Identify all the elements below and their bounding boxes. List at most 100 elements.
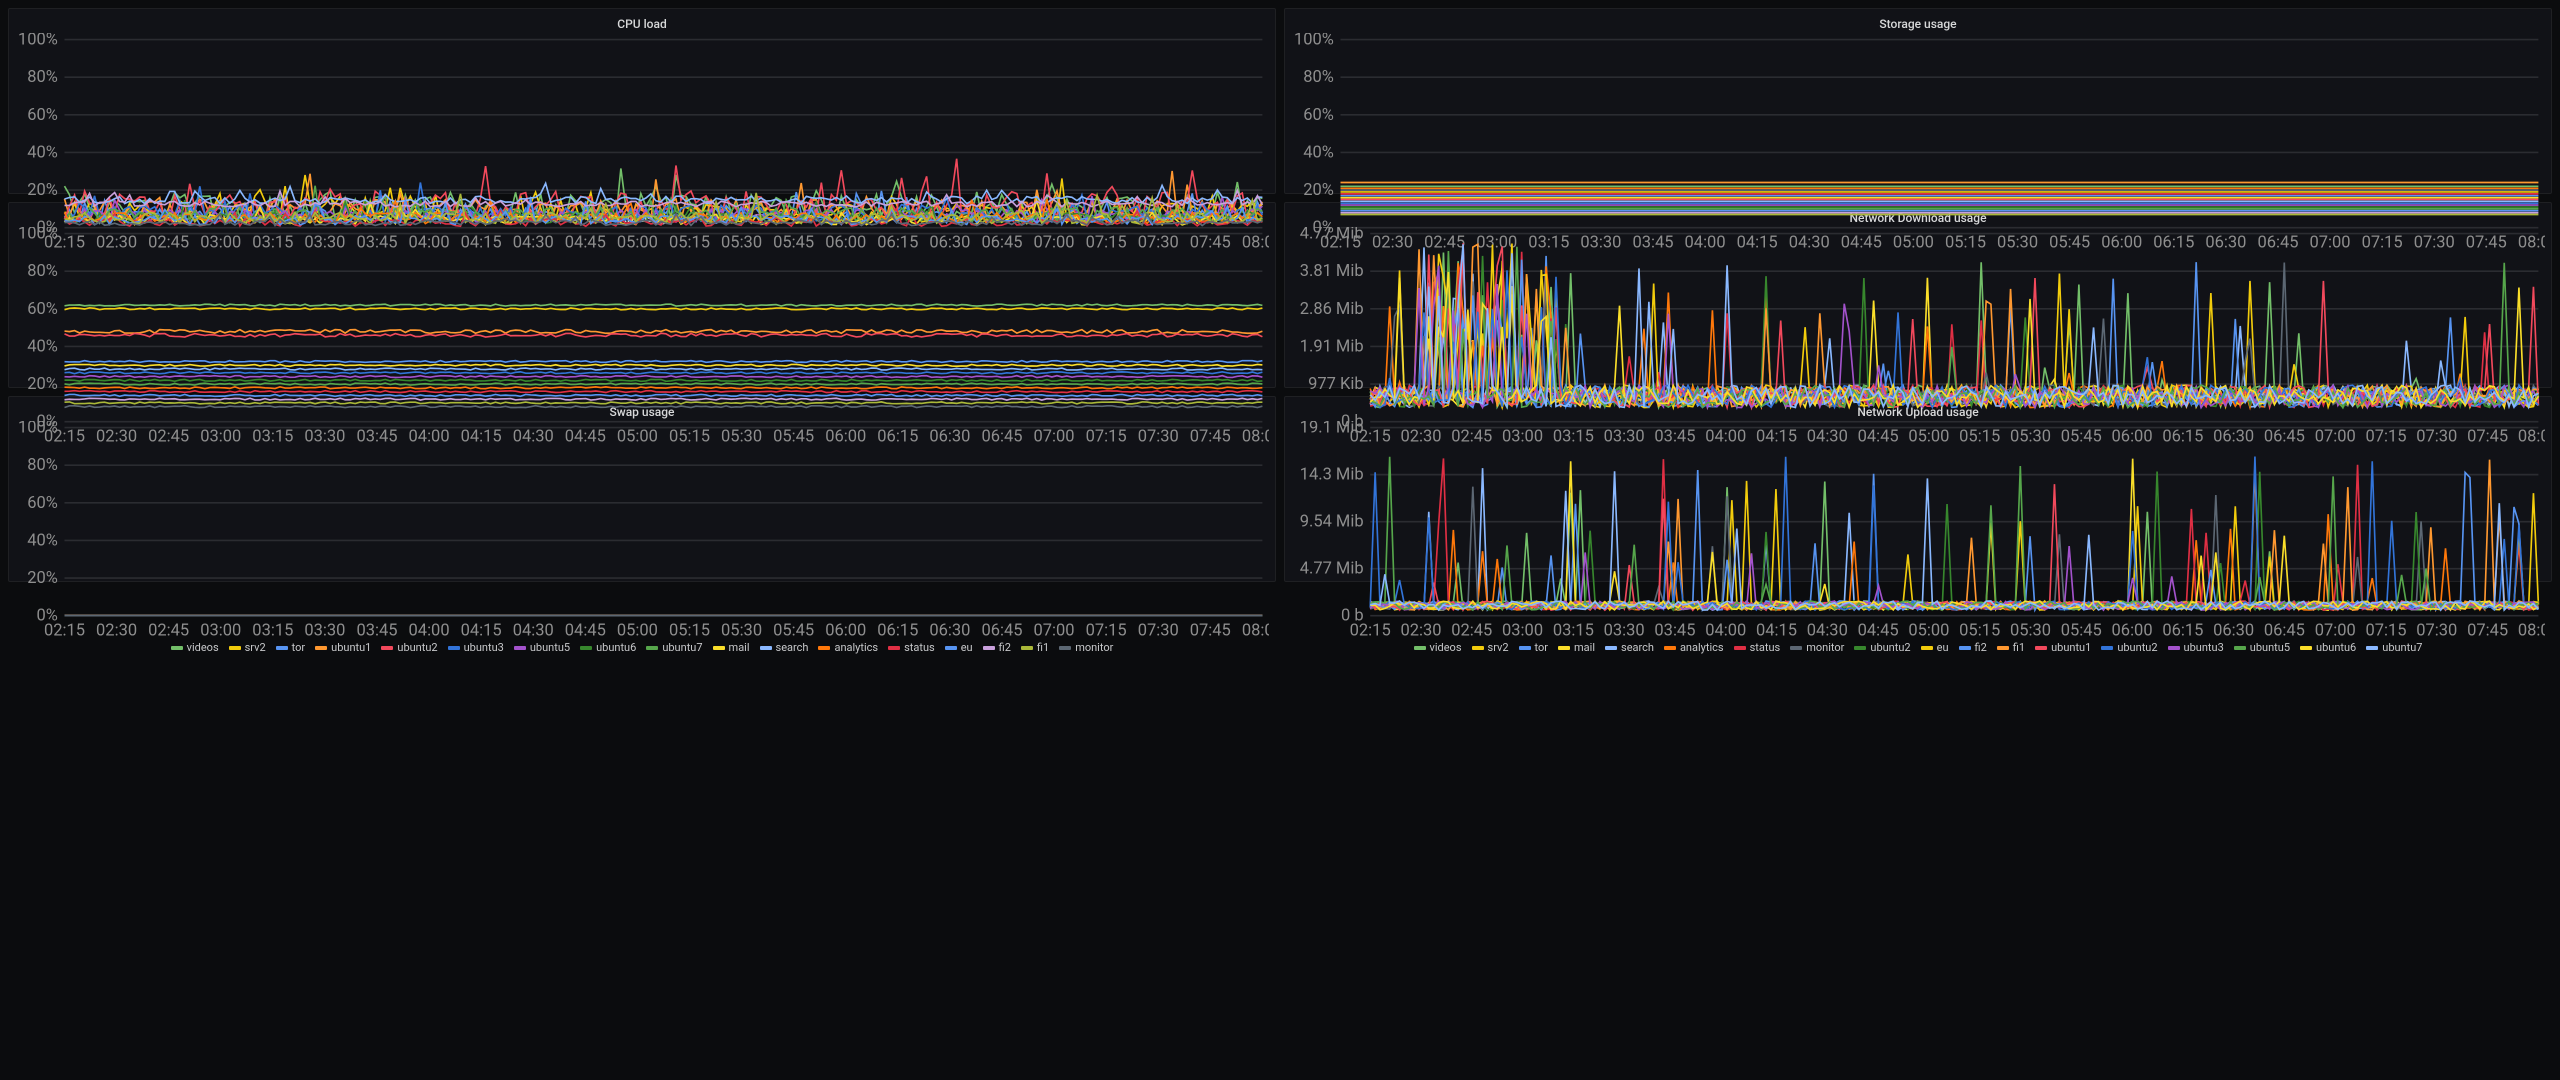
legend-item[interactable]: ubuntu7	[2366, 642, 2422, 654]
x-axis-label: 04:00	[409, 621, 450, 638]
legend-swatch	[646, 646, 658, 650]
y-axis-label: 40%	[27, 531, 58, 550]
y-axis-label: 20%	[27, 375, 58, 394]
chart-svg: 0 b977 Kib1.91 Mib2.86 Mib3.81 Mib4.77 M…	[1291, 227, 2545, 445]
legend-item[interactable]: fi2	[983, 642, 1011, 654]
chart-area[interactable]: 0 b977 Kib1.91 Mib2.86 Mib3.81 Mib4.77 M…	[1291, 227, 2545, 445]
legend-label: tor	[1535, 642, 1549, 654]
legend-item[interactable]: monitor	[1059, 642, 1113, 654]
legend-item[interactable]: tor	[1519, 642, 1549, 654]
series-line	[1370, 514, 2538, 610]
legend-item[interactable]: tor	[276, 642, 306, 654]
legend-label: monitor	[1806, 642, 1844, 654]
legend-label: ubuntu1	[2051, 642, 2091, 654]
legend-swatch	[514, 646, 526, 650]
x-axis-label: 07:45	[2467, 621, 2508, 638]
series-line	[1370, 481, 2538, 610]
chart-area[interactable]: 0 b4.77 Mib9.54 Mib14.3 Mib19.1 Mib02:15…	[1291, 421, 2545, 639]
series-line	[1370, 482, 2538, 610]
legend-label: fi1	[1037, 642, 1049, 654]
legend-item[interactable]: search	[1605, 642, 1654, 654]
legend-item[interactable]: eu	[1921, 642, 1949, 654]
legend-item[interactable]: videos	[171, 642, 219, 654]
y-axis-label: 9.54 Mib	[1300, 513, 1364, 532]
x-axis-label: 03:30	[304, 621, 345, 638]
legend-item[interactable]: ubuntu3	[2168, 642, 2224, 654]
chart-area[interactable]: 0%20%40%60%80%100%02:1502:3002:4503:0003…	[15, 421, 1269, 639]
legend-item[interactable]: ubuntu2	[2101, 642, 2157, 654]
x-axis-label: 06:45	[2264, 621, 2305, 638]
x-axis-label: 07:15	[2365, 621, 2406, 638]
series-line	[1370, 471, 2538, 610]
legend-item[interactable]: search	[760, 642, 809, 654]
legend-item[interactable]: ubuntu1	[315, 642, 371, 654]
legend-swatch	[1605, 646, 1617, 650]
legend-swatch	[2035, 646, 2047, 650]
x-axis-label: 05:30	[2010, 621, 2051, 638]
legend-item[interactable]: ubuntu5	[2234, 642, 2290, 654]
chart-svg: 0 b4.77 Mib9.54 Mib14.3 Mib19.1 Mib02:15…	[1291, 421, 2545, 639]
y-axis-label: 40%	[27, 143, 58, 162]
x-axis-label: 02:15	[1350, 621, 1391, 638]
x-axis-label: 07:30	[1138, 621, 1179, 638]
legend-swatch	[381, 646, 393, 650]
x-axis-label: 02:15	[44, 621, 85, 638]
x-axis-label: 05:45	[773, 621, 814, 638]
legend-swatch	[1664, 646, 1676, 650]
chart-area[interactable]: 0%20%40%60%80%100%02:1502:3002:4503:0003…	[1291, 33, 2545, 251]
legend-item[interactable]: analytics	[818, 642, 878, 654]
legend-item[interactable]: status	[1734, 642, 1781, 654]
legend-swatch	[580, 646, 592, 650]
x-axis-label: 04:30	[513, 621, 554, 638]
legend-label: ubuntu2	[2117, 642, 2157, 654]
legend-item[interactable]: ubuntu1	[2035, 642, 2091, 654]
legend-item[interactable]: mail	[1558, 642, 1595, 654]
series-line	[1370, 487, 2538, 610]
series-line	[1370, 458, 2538, 610]
legend-item[interactable]: fi1	[1997, 642, 2025, 654]
series-line	[65, 379, 1263, 381]
legend-label: videos	[187, 642, 219, 654]
x-axis-label: 04:45	[1858, 621, 1899, 638]
legend-label: monitor	[1075, 642, 1113, 654]
legend-item[interactable]: ubuntu2	[381, 642, 437, 654]
legend-item[interactable]: srv2	[1472, 642, 1509, 654]
chart-area[interactable]: 0%20%40%60%80%100%02:1502:3002:4503:0003…	[15, 33, 1269, 251]
legend-item[interactable]: ubuntu7	[646, 642, 702, 654]
legend-swatch	[1854, 646, 1866, 650]
legend-swatch	[229, 646, 241, 650]
legend-item[interactable]: mail	[713, 642, 750, 654]
legend-item[interactable]: ubuntu6	[2300, 642, 2356, 654]
y-axis-label: 40%	[1303, 143, 1334, 162]
legend-item[interactable]: videos	[1414, 642, 1462, 654]
legend-item[interactable]: status	[888, 642, 935, 654]
legend-item[interactable]: analytics	[1664, 642, 1724, 654]
x-axis-label: 03:15	[252, 621, 293, 638]
y-axis-label: 977 Kib	[1308, 375, 1364, 394]
x-axis-label: 07:00	[1034, 621, 1075, 638]
chart-svg: 0%20%40%60%80%100%02:1502:3002:4503:0003…	[1291, 33, 2545, 251]
legend-item[interactable]: ubuntu5	[514, 642, 570, 654]
legend-item[interactable]: eu	[945, 642, 973, 654]
legend-item[interactable]: ubuntu2	[1854, 642, 1910, 654]
y-axis-label: 1.91 Mib	[1300, 337, 1364, 356]
legend-swatch	[315, 646, 327, 650]
chart-area[interactable]: 0%20%40%60%80%100%02:1502:3002:4503:0003…	[15, 227, 1269, 445]
legend-item[interactable]: fi2	[1959, 642, 1987, 654]
legend-swatch	[2234, 646, 2246, 650]
legend-item[interactable]: srv2	[229, 642, 266, 654]
x-axis-label: 06:15	[877, 621, 918, 638]
legend-item[interactable]: fi1	[1021, 642, 1049, 654]
legend: videos srv2 tormail search analytics status mo…	[1291, 639, 2545, 656]
chart-svg: 0%20%40%60%80%100%02:1502:3002:4503:0003…	[15, 33, 1269, 251]
x-axis-label: 02:30	[1400, 621, 1441, 638]
legend-item[interactable]: ubuntu3	[448, 642, 504, 654]
legend-swatch	[713, 646, 725, 650]
legend-swatch	[1472, 646, 1484, 650]
legend-item[interactable]: monitor	[1790, 642, 1844, 654]
legend-swatch	[818, 646, 830, 650]
y-axis-label: 80%	[1303, 68, 1334, 87]
legend-item[interactable]: ubuntu6	[580, 642, 636, 654]
x-axis-label: 06:00	[825, 621, 866, 638]
legend-swatch	[171, 646, 183, 650]
